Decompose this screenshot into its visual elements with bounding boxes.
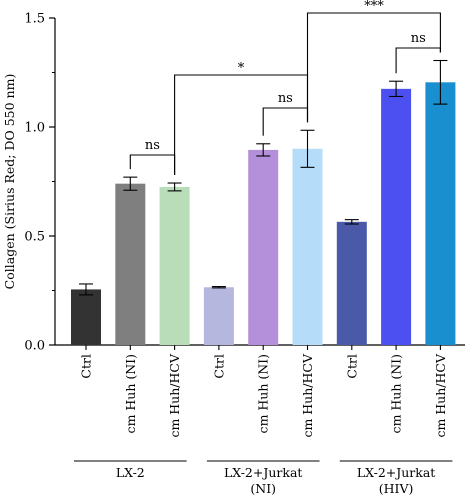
y-axis-label: Collagen (Sirius Red; DO 550 nm) (2, 74, 17, 290)
group-label: LX-2+Jurkat (224, 465, 303, 480)
bar (425, 82, 456, 345)
category-label: cm Huh (NI) (123, 354, 138, 433)
group-label-line2: (NI) (250, 481, 276, 496)
bar (115, 183, 146, 345)
group-label: LX-2+Jurkat (357, 465, 436, 480)
bar (71, 289, 101, 345)
category-label: cm Huh/HCV (167, 353, 182, 438)
category-label: Ctrl (344, 354, 359, 379)
group-label: LX-2 (116, 465, 145, 480)
bar (159, 186, 190, 345)
category-label: Ctrl (79, 354, 94, 379)
significance-bracket (306, 12, 441, 123)
significance-label: ns (278, 91, 293, 106)
group-label-line2: (HIV) (379, 481, 414, 496)
y-tick-label: 1.5 (24, 12, 45, 27)
bar (248, 149, 279, 345)
bars (71, 59, 456, 345)
bar (381, 88, 412, 345)
bar (336, 221, 367, 345)
category-label: cm Huh (NI) (389, 354, 404, 433)
significance-label: * (238, 61, 245, 76)
significance-label: *** (364, 0, 384, 14)
category-label: Ctrl (211, 354, 226, 379)
significance-bracket (174, 74, 309, 176)
y-tick-label: 1.0 (24, 121, 45, 136)
y-tick-label: 0.5 (24, 230, 45, 245)
bar (292, 148, 323, 345)
category-labels: Ctrl cm Huh (NI) cm Huh/HCV Ctrl cm Huh (NI)… (74, 353, 453, 496)
category-label: cm Huh/HCV (433, 353, 448, 438)
category-label: cm Huh/HCV (300, 353, 315, 438)
significance-label: ns (145, 138, 160, 153)
significance-bracket (262, 107, 309, 136)
bar (203, 287, 234, 345)
significance-label: ns (411, 31, 426, 46)
category-label: cm Huh (NI) (256, 354, 271, 433)
significance-bracket (129, 154, 176, 176)
y-tick-label: 0.0 (24, 339, 45, 354)
